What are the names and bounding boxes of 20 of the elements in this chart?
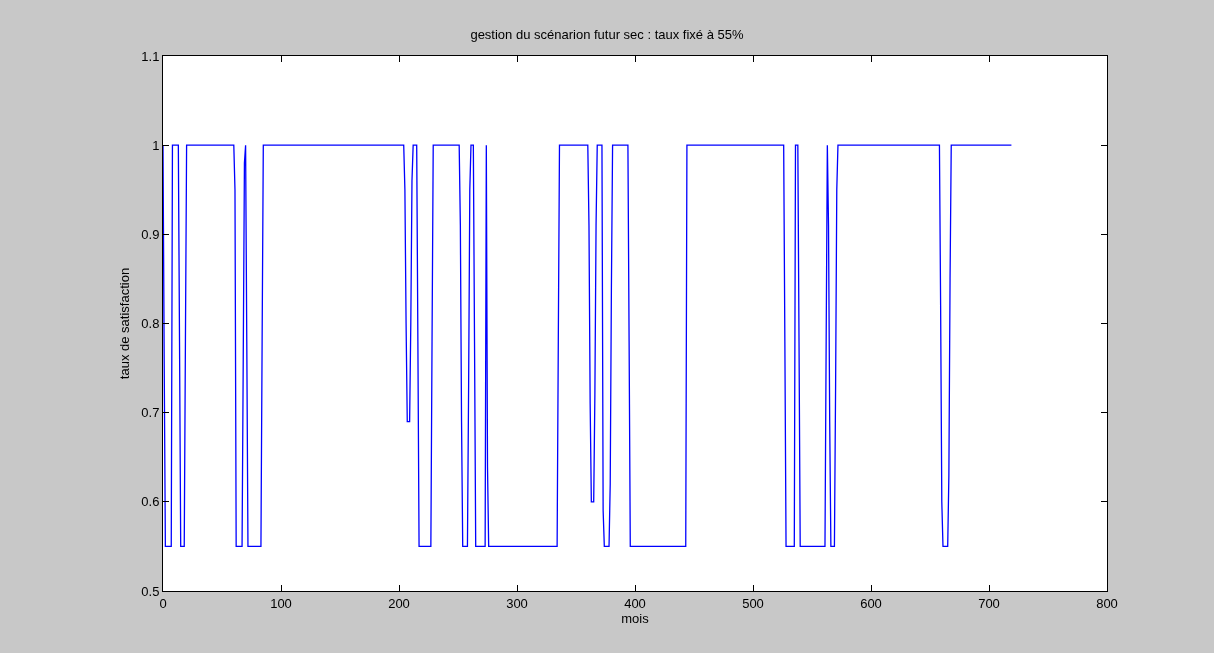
x-tick-label: 300 <box>506 595 528 611</box>
x-tick-label: 800 <box>1096 595 1118 611</box>
y-tick-label: 1 <box>152 137 160 153</box>
y-tick-label: 0.6 <box>141 494 160 510</box>
x-tick-label: 600 <box>860 595 882 611</box>
x-tick-label: 500 <box>742 595 764 611</box>
y-tick-label: 0.8 <box>141 316 160 332</box>
y-tick-label: 1.1 <box>141 48 160 64</box>
x-tick-label: 200 <box>388 595 410 611</box>
y-tick-label: 0.7 <box>141 405 160 421</box>
x-tick-label: 700 <box>978 595 1000 611</box>
x-tick-label: 0 <box>159 595 167 611</box>
x-tick-label: 400 <box>624 595 646 611</box>
line-series <box>163 144 1013 548</box>
x-tick-label: 100 <box>270 595 292 611</box>
chart-title: gestion du scénarion futur sec : taux fixé à 55% <box>470 26 745 42</box>
y-tick-label: 0.9 <box>141 226 160 242</box>
y-axis-title: taux de satisfaction <box>117 267 133 380</box>
x-axis-title: mois <box>621 611 650 627</box>
y-tick-label: 0.5 <box>141 583 160 599</box>
